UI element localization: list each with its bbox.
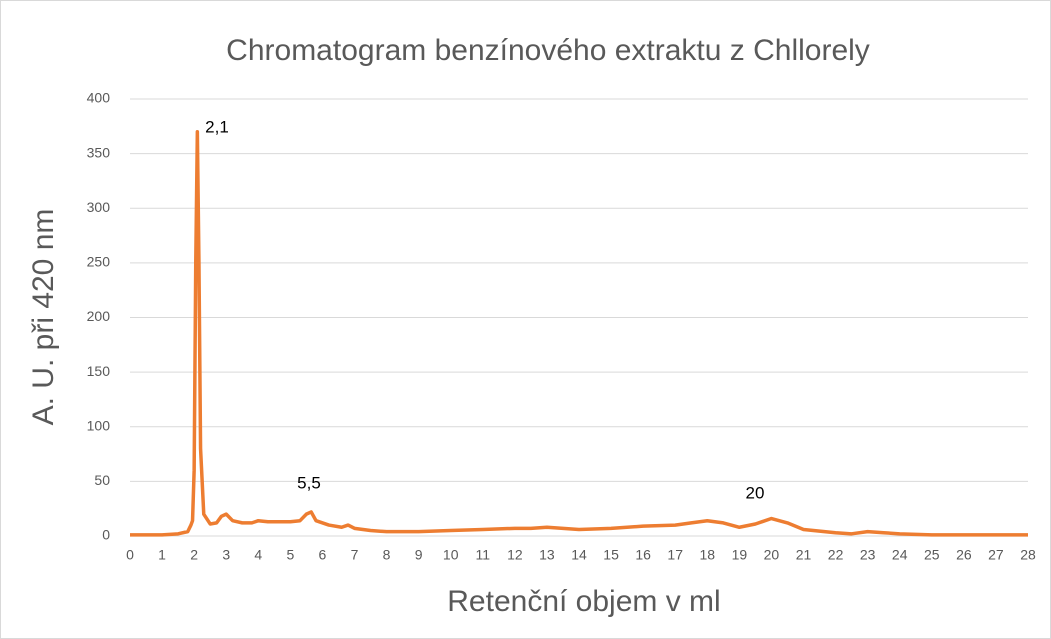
y-tick-label: 50 [94,472,110,488]
x-tick-label: 10 [443,547,459,563]
x-tick-label: 27 [988,547,1004,563]
y-axis-label: A. U. při 420 nm [27,209,60,426]
y-tick-label: 150 [87,363,111,379]
x-tick-label: 8 [383,547,391,563]
y-tick-label: 0 [102,527,110,543]
annotation: 20 [746,483,765,502]
y-tick-label: 300 [87,199,111,215]
x-tick-label: 24 [892,547,908,563]
x-tick-label: 20 [764,547,780,563]
x-tick-label: 28 [1020,547,1036,563]
x-tick-label: 16 [635,547,651,563]
x-tick-label: 19 [732,547,748,563]
x-tick-label: 14 [571,547,587,563]
y-tick-label: 100 [87,417,111,433]
x-tick-label: 5 [286,547,294,563]
x-axis-label: Retenční objem v ml [447,585,720,618]
x-tick-label: 22 [828,547,844,563]
x-tick-label: 23 [860,547,876,563]
x-tick-label: 17 [667,547,683,563]
x-tick-label: 12 [507,547,523,563]
x-tick-label: 2 [190,547,198,563]
annotation: 2,1 [205,117,229,136]
chart-title: Chromatogram benzínového extraktu z Chll… [226,34,870,67]
x-tick-label: 4 [254,547,262,563]
y-tick-label: 400 [87,90,111,106]
data-line [130,130,1028,537]
x-tick-label: 11 [476,547,491,563]
x-tick-label: 21 [796,547,812,563]
x-tick-label: 9 [415,547,423,563]
x-tick-label: 25 [924,547,940,563]
x-tick-label: 18 [699,547,715,563]
x-tick-label: 7 [351,547,359,563]
annotation: 5,5 [297,473,321,492]
x-tick-label: 1 [158,547,166,563]
x-tick-label: 15 [603,547,619,563]
x-tick-label: 13 [539,547,555,563]
x-tick-label: 0 [126,547,134,563]
y-tick-label: 350 [87,144,111,160]
x-tick-label: 6 [319,547,327,563]
y-tick-label: 200 [87,308,111,324]
y-tick-label: 250 [87,254,111,270]
x-tick-label: 26 [956,547,972,563]
x-tick-label: 3 [222,547,230,563]
